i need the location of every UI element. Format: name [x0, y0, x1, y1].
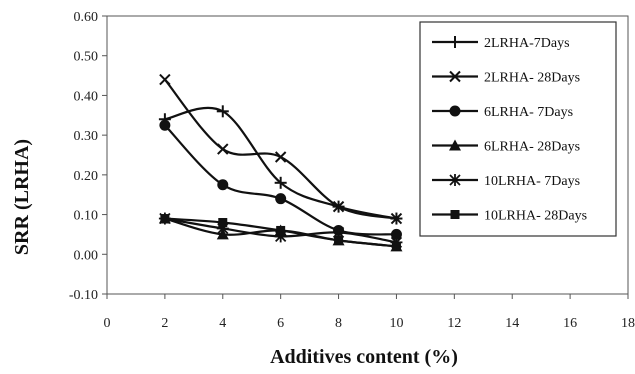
data-point-2 — [217, 143, 229, 155]
x-tick-label: 6 — [277, 316, 284, 331]
x-tick-label: 12 — [447, 316, 461, 331]
legend-marker — [450, 210, 460, 219]
legend-label: 2LRHA- 28Days — [484, 71, 580, 86]
legend-marker — [449, 105, 461, 117]
data-point-6 — [391, 241, 401, 251]
legend: 2LRHA-7Days 2LRHA- 28Days 6LRHA- 7Days 6LRH… — [419, 21, 617, 237]
y-tick-label: 0.50 — [74, 50, 99, 65]
data-point-6 — [160, 214, 170, 224]
legend-marker — [449, 174, 461, 186]
data-point-3 — [217, 179, 229, 191]
x-tick-label: 16 — [563, 316, 577, 331]
x-axis-title: Additives content (%) — [270, 346, 458, 368]
legend-label: 2LRHA-7Days — [484, 36, 570, 51]
y-tick-label: 0.60 — [74, 10, 99, 25]
x-tick-label: 14 — [505, 316, 519, 331]
y-tick-label: 0.20 — [74, 169, 99, 184]
legend-box — [419, 21, 617, 237]
data-point-6 — [334, 235, 344, 245]
x-tick-label: 2 — [161, 316, 168, 331]
x-tick-label: 0 — [104, 316, 111, 331]
y-tick-label: 0.10 — [74, 209, 99, 224]
x-tick-label: 10 — [389, 316, 403, 331]
data-point-1 — [274, 176, 287, 189]
legend-label: 6LRHA- 7Days — [484, 105, 573, 120]
legend-label: 10LRHA- 28Days — [484, 209, 587, 224]
series-layer — [158, 73, 403, 252]
y-tick-label: -0.10 — [69, 288, 98, 303]
plot-area — [106, 15, 629, 295]
data-point-1 — [216, 105, 229, 118]
data-point-6 — [276, 225, 286, 235]
x-tick-label: 18 — [621, 316, 635, 331]
data-point-6 — [218, 218, 228, 228]
data-point-2 — [390, 212, 403, 225]
data-point-2 — [274, 151, 287, 163]
x-tick-label: 4 — [219, 316, 226, 331]
data-point-3 — [159, 119, 171, 131]
legend-label: 6LRHA- 28Days — [484, 140, 580, 155]
y-tick-label: 0.30 — [74, 129, 99, 144]
data-point-2 — [332, 200, 345, 213]
x-axis-ticks: 0 2 4 6 8 10 12 14 16 18 — [104, 294, 635, 331]
legend-label: 10LRHA- 7Days — [484, 174, 580, 189]
legend-marker — [449, 70, 461, 83]
y-tick-label: 0.00 — [74, 248, 99, 263]
legend-marker — [449, 36, 461, 48]
y-axis-title: SRR (LRHA) — [11, 139, 33, 255]
data-point-3 — [275, 193, 287, 205]
x-tick-label: 8 — [335, 316, 342, 331]
y-tick-label: 0.40 — [74, 89, 99, 104]
data-point-3 — [390, 228, 402, 240]
y-axis-ticks: -0.10 0.00 0.10 0.20 0.30 0.40 0.50 0.60 — [69, 10, 107, 303]
data-point-2 — [159, 73, 171, 86]
legend-marker — [449, 139, 461, 151]
